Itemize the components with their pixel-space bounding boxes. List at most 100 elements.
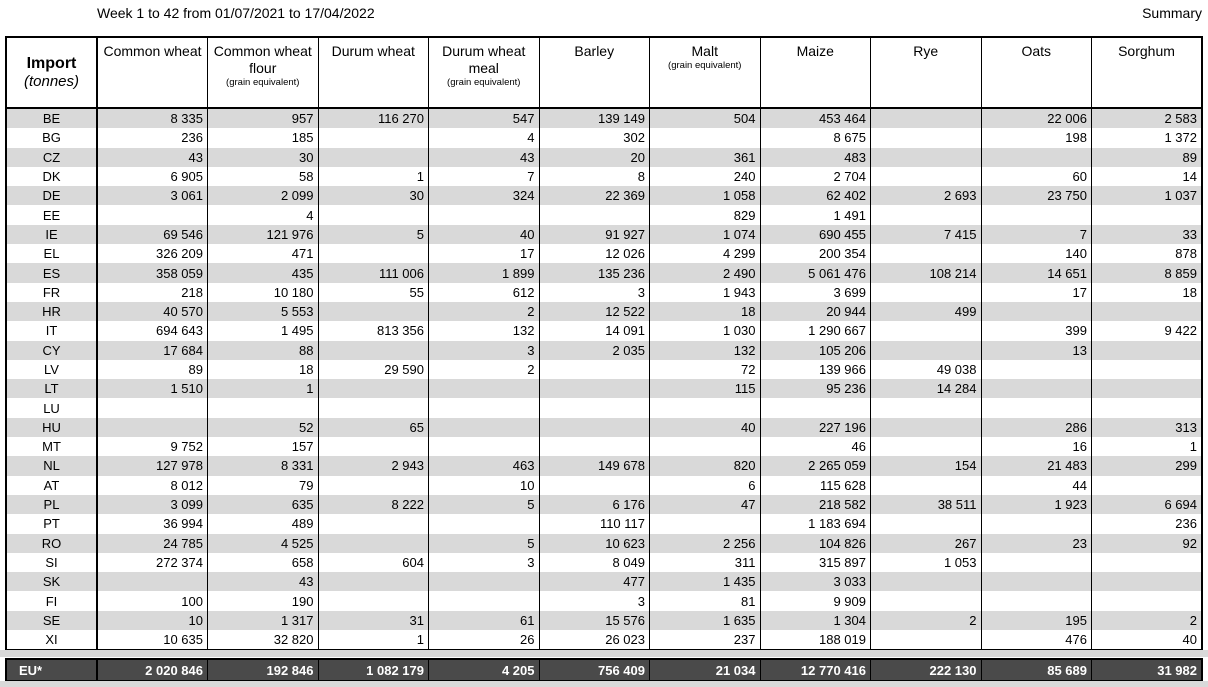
cell-EE-oats — [980, 205, 1092, 225]
cell-LU-maize — [759, 398, 871, 418]
cell-HR-common-wheat: 40 570 — [96, 301, 208, 322]
cell-EE-malt: 829 — [649, 205, 760, 225]
cell-PL-common-wheat: 3 099 — [96, 494, 208, 515]
cell-IT-maize: 1 290 667 — [759, 321, 871, 341]
table-row-AT: AT 8 012 79 10 6 115 628 44 — [6, 475, 1202, 495]
cell-FI-durum-wheat-meal — [428, 591, 539, 611]
cell-ES-common-wheat: 358 059 — [96, 263, 208, 283]
row-label-BG: BG — [6, 128, 98, 148]
cell-HU-sorghum: 313 — [1091, 417, 1202, 438]
table-row-SE: SE 10 1 317 31 61 15 576 1 635 1 304 2 195 2 — [6, 610, 1202, 631]
row-label-IE: IE — [6, 224, 98, 245]
cell-XI-malt: 237 — [649, 630, 760, 651]
cell-DE-common-wheat: 3 061 — [96, 186, 208, 206]
cell-HR-malt: 18 — [649, 301, 760, 322]
column-header-oats: Oats — [980, 36, 1092, 109]
cell-DE-barley: 22 369 — [538, 186, 650, 206]
cell-SE-oats: 195 — [980, 610, 1092, 631]
column-label: Sorghum — [1118, 43, 1175, 59]
summary-label: Summary — [1142, 5, 1202, 21]
cell-LU-common-wheat-flour — [207, 398, 318, 418]
row-label-RO: RO — [6, 533, 98, 553]
table-row-CY: CY 17 684 88 3 2 035 132 105 206 13 — [6, 340, 1202, 360]
cell-SI-durum-wheat-meal: 3 — [428, 552, 539, 573]
cell-SI-barley: 8 049 — [538, 552, 650, 573]
cell-DK-durum-wheat: 1 — [317, 166, 429, 187]
cell-CZ-rye — [870, 147, 981, 167]
cell-LV-common-wheat: 89 — [96, 359, 208, 380]
cell-AT-durum-wheat-meal: 10 — [428, 475, 539, 495]
row-label-CZ: CZ — [6, 147, 98, 167]
cell-HR-common-wheat-flour: 5 553 — [207, 301, 318, 322]
cell-IE-durum-wheat-meal: 40 — [428, 224, 539, 245]
cell-NL-common-wheat: 127 978 — [96, 456, 208, 476]
cell-PT-sorghum: 236 — [1091, 514, 1202, 534]
cell-EL-malt: 4 299 — [649, 244, 760, 264]
table-row-DK: DK 6 905 58 1 7 8 240 2 704 60 14 — [6, 166, 1202, 187]
table-row-BG: BG 236 185 4 302 8 675 198 1 372 — [6, 128, 1202, 148]
cell-DK-barley: 8 — [538, 166, 650, 187]
cell-EE-durum-wheat-meal — [428, 205, 539, 225]
cell-HU-common-wheat — [96, 417, 208, 438]
cell-EL-common-wheat: 326 209 — [96, 244, 208, 264]
cell-LV-malt: 72 — [649, 359, 760, 380]
cell-SK-durum-wheat — [317, 572, 429, 592]
cell-CZ-common-wheat: 43 — [96, 147, 208, 167]
row-label-ES: ES — [6, 263, 98, 283]
cell-RO-durum-wheat-meal: 5 — [428, 533, 539, 553]
cell-AT-rye — [870, 475, 981, 495]
column-label: Maize — [796, 43, 834, 59]
page-title: Week 1 to 42 from 01/07/2021 to 17/04/20… — [97, 5, 375, 21]
cell-NL-durum-wheat-meal: 463 — [428, 456, 539, 476]
cell-EE-sorghum — [1091, 205, 1202, 225]
cell-NL-oats: 21 483 — [980, 456, 1092, 476]
cell-CY-oats: 13 — [980, 340, 1092, 360]
table-row-MT: MT 9 752 157 46 16 1 — [6, 437, 1202, 457]
cell-EE-rye — [870, 205, 981, 225]
cell-EL-durum-wheat — [317, 244, 429, 264]
eu-total-barley: 756 409 — [538, 659, 650, 681]
cell-HU-oats: 286 — [980, 417, 1092, 438]
column-label: Durum wheat — [331, 43, 415, 59]
eu-total-maize: 12 770 416 — [759, 659, 871, 681]
cell-ES-common-wheat-flour: 435 — [207, 263, 318, 283]
cell-FR-durum-wheat: 55 — [317, 282, 429, 302]
cell-FR-barley: 3 — [538, 282, 650, 302]
table-row-RO: RO 24 785 4 525 5 10 623 2 256 104 826 267 23 92 — [6, 533, 1202, 553]
cell-LU-common-wheat — [96, 398, 208, 418]
cell-RO-oats: 23 — [980, 533, 1092, 553]
cell-NL-maize: 2 265 059 — [759, 456, 871, 476]
cell-SE-rye: 2 — [870, 610, 981, 631]
cell-SI-maize: 315 897 — [759, 552, 871, 573]
cell-EE-durum-wheat — [317, 205, 429, 225]
separator-band-top — [0, 650, 1208, 657]
cell-HU-maize: 227 196 — [759, 417, 871, 438]
cell-LU-sorghum — [1091, 398, 1202, 418]
column-header-sorghum: Sorghum — [1091, 36, 1203, 109]
column-label: Barley — [574, 43, 615, 59]
cell-SK-malt: 1 435 — [649, 572, 760, 592]
cell-CY-durum-wheat-meal: 3 — [428, 340, 539, 360]
cell-XI-durum-wheat: 1 — [317, 630, 429, 651]
cell-PT-durum-wheat-meal — [428, 514, 539, 534]
cell-IE-rye: 7 415 — [870, 224, 981, 245]
cell-BG-durum-wheat — [317, 128, 429, 148]
cell-DK-common-wheat: 6 905 — [96, 166, 208, 187]
cell-SK-rye — [870, 572, 981, 592]
table-row-BE: BE 8 335 957 116 270 547 139 149 504 453 464 22 … — [6, 108, 1202, 129]
cell-MT-barley — [538, 437, 650, 457]
table-row-IE: IE 69 546 121 976 5 40 91 927 1 074 690 455 7 41… — [6, 224, 1202, 245]
cell-ES-malt: 2 490 — [649, 263, 760, 283]
cell-RO-sorghum: 92 — [1091, 533, 1202, 553]
cell-PL-maize: 218 582 — [759, 494, 871, 515]
cell-FR-malt: 1 943 — [649, 282, 760, 302]
cell-AT-oats: 44 — [980, 475, 1092, 495]
row-label-EL: EL — [6, 244, 98, 264]
cell-NL-malt: 820 — [649, 456, 760, 476]
cell-EE-barley — [538, 205, 650, 225]
cell-XI-common-wheat: 10 635 — [96, 630, 208, 651]
cell-DK-sorghum: 14 — [1091, 166, 1202, 187]
cell-PL-malt: 47 — [649, 494, 760, 515]
cell-NL-common-wheat-flour: 8 331 — [207, 456, 318, 476]
cell-BG-sorghum: 1 372 — [1091, 128, 1202, 148]
